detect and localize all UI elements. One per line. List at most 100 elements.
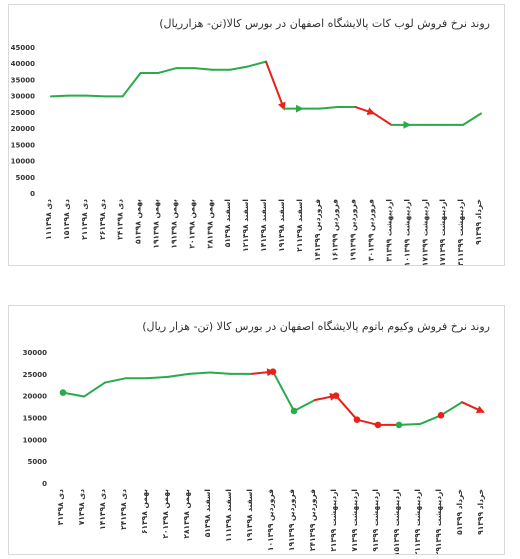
data-point [395, 421, 403, 429]
x-tick-label: ۱۱دی ۱۳۹۸ [44, 199, 53, 240]
x-tick-label: ۲۸بهمن ۱۳۹۸ [205, 199, 214, 249]
x-tick-label: ۱۹اسفند ۱۳۹۸ [245, 489, 254, 542]
series-segment [372, 112, 393, 126]
chart-title: روند نرخ فروش وکیوم باتوم پالایشگاه اصفه… [142, 320, 490, 333]
series-segment [247, 60, 267, 68]
series-segment [318, 106, 339, 110]
series-segment [193, 67, 214, 71]
x-tick-label: ۲۱اسفند ۱۳۹۸ [295, 199, 304, 252]
y-tick-label: 0 [30, 190, 35, 198]
series-segment [50, 94, 70, 98]
x-tick-label: ۵اسفند ۱۳۹۸ [223, 199, 232, 247]
series-segment [461, 401, 485, 413]
series-segment [354, 106, 376, 116]
y-tick-label: 0 [42, 480, 47, 488]
y-tick-label: 5000 [28, 458, 48, 466]
vacuum-bottom-price-chart: 0 5000 10000 15000 20000 25000 30000 ۳دی ۱۳۹۸ ۷د… [23, 349, 485, 554]
x-tick-label: ۱۴دی ۱۳۹۸ [98, 489, 107, 530]
chart-title: روند نرخ فروش لوب کات پالایشگاه اصفهان د… [159, 17, 490, 30]
x-tick-label: ۱۹اسفند ۱۳۹۸ [277, 199, 286, 252]
data-point [269, 368, 277, 375]
x-tick-label: ۶بهمن ۱۳۹۸ [140, 489, 149, 534]
x-tick-label: ۲۸بهمن ۱۳۹۸ [182, 489, 191, 539]
x-tick-label: ۹خرداد ۱۳۹۹ [476, 489, 485, 535]
x-tick-label: ۲۱اردیبهشت ۱۳۹۹ [413, 489, 422, 554]
series-segment [398, 423, 421, 426]
x-tick-label: ۲۴فروردین ۱۳۹۹ [308, 489, 317, 551]
x-tick-label: ۲۰بهمن ۱۳۹۸ [187, 199, 196, 249]
x-tick-label: ۱۹بهمن ۱۳۹۸ [152, 199, 161, 249]
series-segment [314, 392, 338, 402]
y-tick-label: 20000 [11, 125, 35, 133]
y-tick-label: 15000 [23, 415, 47, 423]
series-segment [293, 399, 316, 412]
y-tick-label: 20000 [23, 393, 47, 401]
x-tick-label: ۱۰اردیبهشت ۱۳۹۹ [402, 199, 411, 265]
x-tick-label: ۱۷اردیبهشت ۱۳۹۹ [438, 199, 447, 265]
x-tick-label: ۲۶دی ۱۳۹۸ [98, 199, 107, 240]
series-segment [157, 67, 178, 74]
y-tick-label: 5000 [16, 174, 36, 182]
y-tick-label: 15000 [11, 141, 35, 149]
x-tick-label: ۱۰فروردین ۱۳۹۹ [266, 489, 275, 551]
x-tick-label: ۳دی ۱۳۹۸ [56, 489, 65, 525]
x-tick-label: ۵خرداد ۱۳۹۹ [455, 489, 464, 535]
x-tick-label: ۲۴دی ۱۳۹۸ [119, 489, 128, 530]
series-segment [272, 370, 295, 412]
series-segment [265, 60, 286, 111]
x-tick-label: ۱۶فروردین ۱۳۹۹ [331, 199, 340, 261]
y-tick-label: 40000 [11, 60, 35, 68]
series-segment [251, 368, 275, 377]
x-tick-label: ۲۱دی ۱۳۹۸ [80, 199, 89, 240]
x-tick-label: ۱۵دی ۱۳۹۸ [62, 199, 71, 240]
x-tick-label: ۱۹فروردین ۱۳۹۹ [287, 489, 296, 551]
data-point [353, 416, 361, 423]
y-tick-label: 10000 [11, 158, 35, 166]
series-segment [62, 391, 85, 398]
x-tick-label: ۱۲اسفند ۱۳۹۸ [241, 199, 250, 252]
y-tick-label: 30000 [23, 349, 47, 357]
x-tick-label: ۱۷اردیبهشت ۱۳۹۹ [420, 199, 429, 265]
x-tick-label: ۱۵اردیبهشت ۱۳۹۹ [392, 489, 401, 554]
x-tick-label: ۱۹بهمن ۱۳۹۸ [169, 199, 178, 249]
series-segment [146, 375, 169, 380]
y-tick-label: 30000 [11, 93, 35, 101]
series-segment [440, 401, 463, 417]
x-tick-label: ۷دی ۱۳۹۸ [77, 489, 86, 525]
series-segment [419, 414, 442, 426]
x-tick-label: ۳اردیبهشت ۱۳۹۹ [384, 199, 393, 262]
x-tick-label: ۲۰بهمن ۱۳۹۸ [161, 489, 170, 539]
series-segment [85, 94, 106, 98]
y-tick-label: 35000 [11, 76, 35, 84]
series-segment [229, 65, 250, 71]
data-point [59, 389, 67, 396]
x-tick-label: ۵بهمن ۱۳۹۸ [134, 199, 143, 244]
x-tick-label: ۲۹اردیبهشت ۱۳۹۹ [434, 489, 443, 554]
y-tick-label: 45000 [11, 44, 35, 52]
series-segment [356, 418, 379, 426]
x-tick-label: ۳۱اردیبهشت ۱۳۹۹ [456, 199, 465, 265]
series-segment [335, 394, 358, 421]
lube-cut-chart-panel: روند نرخ فروش لوب کات پالایشگاه اصفهان د… [8, 4, 505, 266]
x-tick-label: ۷اردیبهشت ۱۳۹۹ [350, 489, 359, 552]
x-tick-label: ۱۴فروردین ۱۳۹۹ [313, 199, 322, 261]
x-tick-label: ۲۴دی ۱۳۹۸ [116, 199, 125, 240]
y-tick-label: 10000 [23, 436, 47, 444]
x-tick-label: ۱۹فروردین ۱۳۹۹ [349, 199, 358, 261]
data-point [290, 407, 298, 415]
x-tick-label: ۹خرداد ۱۳۹۹ [474, 199, 483, 245]
y-tick-label: 25000 [11, 109, 35, 117]
series-segment [209, 371, 232, 375]
x-tick-label: ۱۱اسفند ۱۳۹۸ [224, 489, 233, 542]
y-tick-label: 25000 [23, 371, 47, 379]
x-tick-label: ۱۴اسفند ۱۳۹۸ [259, 199, 268, 252]
series-segment [462, 112, 482, 126]
x-tick-label: ۳۰فروردین ۱۳۹۹ [367, 199, 376, 261]
x-tick-label: ۲اردیبهشت ۱۳۹۹ [329, 489, 338, 552]
lube-cut-price-chart: 0 5000 10000 15000 20000 25000 30000 35000 40000… [11, 44, 483, 265]
x-tick-label: ۹اردیبهشت ۱۳۹۹ [371, 489, 380, 552]
data-point [437, 412, 445, 419]
x-tick-label: ۵اسفند ۱۳۹۸ [203, 489, 212, 537]
series-segment [188, 371, 211, 375]
data-point [374, 421, 382, 429]
